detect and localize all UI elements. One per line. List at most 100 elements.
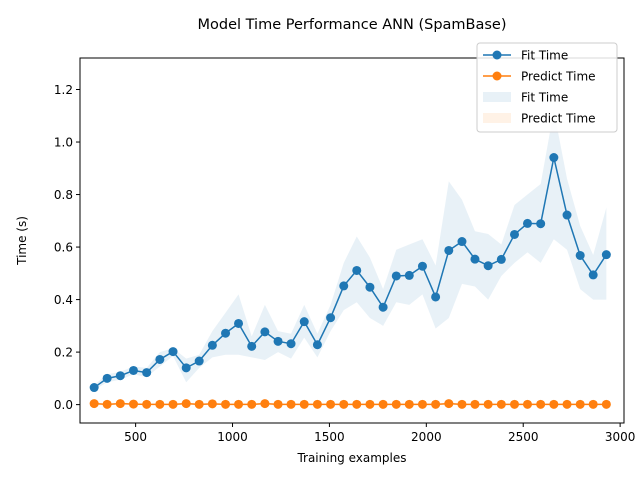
fit-time-point (194, 356, 204, 366)
fit-time-point (601, 250, 611, 260)
predict-time-point (234, 399, 244, 409)
fit-time-point (588, 270, 598, 280)
predict-time-point (194, 399, 204, 409)
predict-time-point (128, 399, 138, 409)
fit-time-point (207, 340, 217, 350)
fit-time-point (128, 365, 138, 375)
predict-time-point (496, 399, 506, 409)
fit-time-point (483, 261, 493, 271)
y-tick-label: 0.4 (54, 293, 73, 307)
fit-time-point (312, 340, 322, 350)
fit-time-point (404, 270, 414, 280)
predict-time-point (588, 399, 598, 409)
axes-frame (79, 57, 625, 424)
predict-time-line (94, 402, 607, 406)
legend-label: Predict Time (521, 112, 596, 126)
fit-time-point (247, 341, 257, 351)
fit-time-point (470, 254, 480, 264)
y-tick-label: 0.6 (54, 240, 73, 254)
x-axis-label: Training examples (296, 451, 406, 465)
fit-time-point (142, 368, 152, 378)
legend-frame (476, 42, 618, 133)
predict-time-point (260, 399, 270, 409)
fit-time-point (286, 339, 296, 349)
y-tick-label: 0.8 (54, 188, 73, 202)
y-tick-label: 1.0 (54, 135, 73, 149)
predict-time-point (286, 399, 296, 409)
fit-time-point (378, 302, 388, 312)
fit-time-band (94, 110, 607, 391)
y-axis-label: Time (s) (15, 216, 29, 266)
legend-label: Predict Time (521, 70, 596, 84)
predict-time-point (339, 399, 349, 409)
fit-time-point (575, 250, 585, 260)
legend-fit-time-swatch (483, 92, 511, 102)
y-axis-ticks: 0.0 0.2 0.4 0.6 0.8 1.0 1.2 (54, 83, 80, 412)
fit-time-point (221, 328, 231, 338)
legend-predict-time-swatch (483, 113, 511, 123)
predict-time-point (155, 399, 165, 409)
legend-label: Fit Time (521, 91, 568, 105)
x-tick-label: 3000 (605, 430, 636, 444)
chart-title: Model Time Performance ANN (SpamBase) (198, 17, 507, 33)
fit-time-point (181, 363, 191, 373)
x-tick-label: 2000 (411, 430, 442, 444)
fit-time-point (496, 254, 506, 264)
fit-time-point (391, 271, 401, 281)
fit-time-point (536, 219, 546, 229)
predict-time-point (273, 399, 283, 409)
predict-time-point (247, 399, 257, 409)
predict-time-point (601, 399, 611, 409)
fit-time-point (89, 383, 99, 393)
predict-time-point (89, 399, 99, 409)
predict-time-point (444, 399, 454, 409)
predict-time-point (378, 399, 388, 409)
predict-time-point (522, 399, 532, 409)
fit-time-point (155, 354, 165, 364)
fit-time-point (234, 318, 244, 328)
predict-time-point (575, 399, 585, 409)
fit-time-point (168, 347, 178, 357)
fit-time-point (352, 265, 362, 275)
predict-time-point (417, 399, 427, 409)
fit-time-point (326, 313, 336, 323)
predict-time-point (312, 399, 322, 409)
predict-time-point (168, 399, 178, 409)
predict-time-point (181, 399, 191, 409)
x-tick-label: 500 (124, 430, 147, 444)
legend: Fit Time Predict Time Fit Time Predict Time (476, 42, 618, 133)
predict-time-point (391, 399, 401, 409)
predict-time-point (221, 399, 231, 409)
predict-time-point (470, 399, 480, 409)
fit-time-point (365, 282, 375, 292)
predict-time-point (207, 399, 217, 409)
fit-time-point (339, 281, 349, 291)
x-axis-ticks: 500 1000 1500 2000 2500 3000 (124, 423, 635, 444)
predict-time-point (431, 399, 441, 409)
x-tick-label: 2500 (508, 430, 539, 444)
fit-time-line (93, 157, 607, 389)
predict-time-point (536, 399, 546, 409)
predict-time-point (142, 399, 152, 409)
y-tick-label: 0.0 (54, 398, 73, 412)
fit-time-point (299, 317, 309, 327)
confidence-bands (94, 110, 607, 405)
fit-time-point (115, 371, 125, 381)
fit-time-point (562, 210, 572, 220)
legend-predict-time-marker (492, 71, 502, 81)
fit-time-point (522, 218, 532, 228)
predict-time-point (326, 399, 336, 409)
fit-time-point (510, 229, 519, 239)
predict-time-point (457, 399, 467, 409)
y-tick-label: 0.2 (54, 345, 73, 359)
predict-time-point (549, 399, 559, 409)
fit-time-point (417, 261, 427, 271)
predict-time-point (404, 399, 414, 409)
predict-time-point (483, 399, 493, 409)
series-markers (89, 153, 611, 409)
y-tick-label: 1.2 (54, 83, 73, 97)
legend-fit-time-marker (492, 50, 502, 60)
fit-time-point (457, 237, 467, 247)
fit-time-point (549, 153, 559, 163)
